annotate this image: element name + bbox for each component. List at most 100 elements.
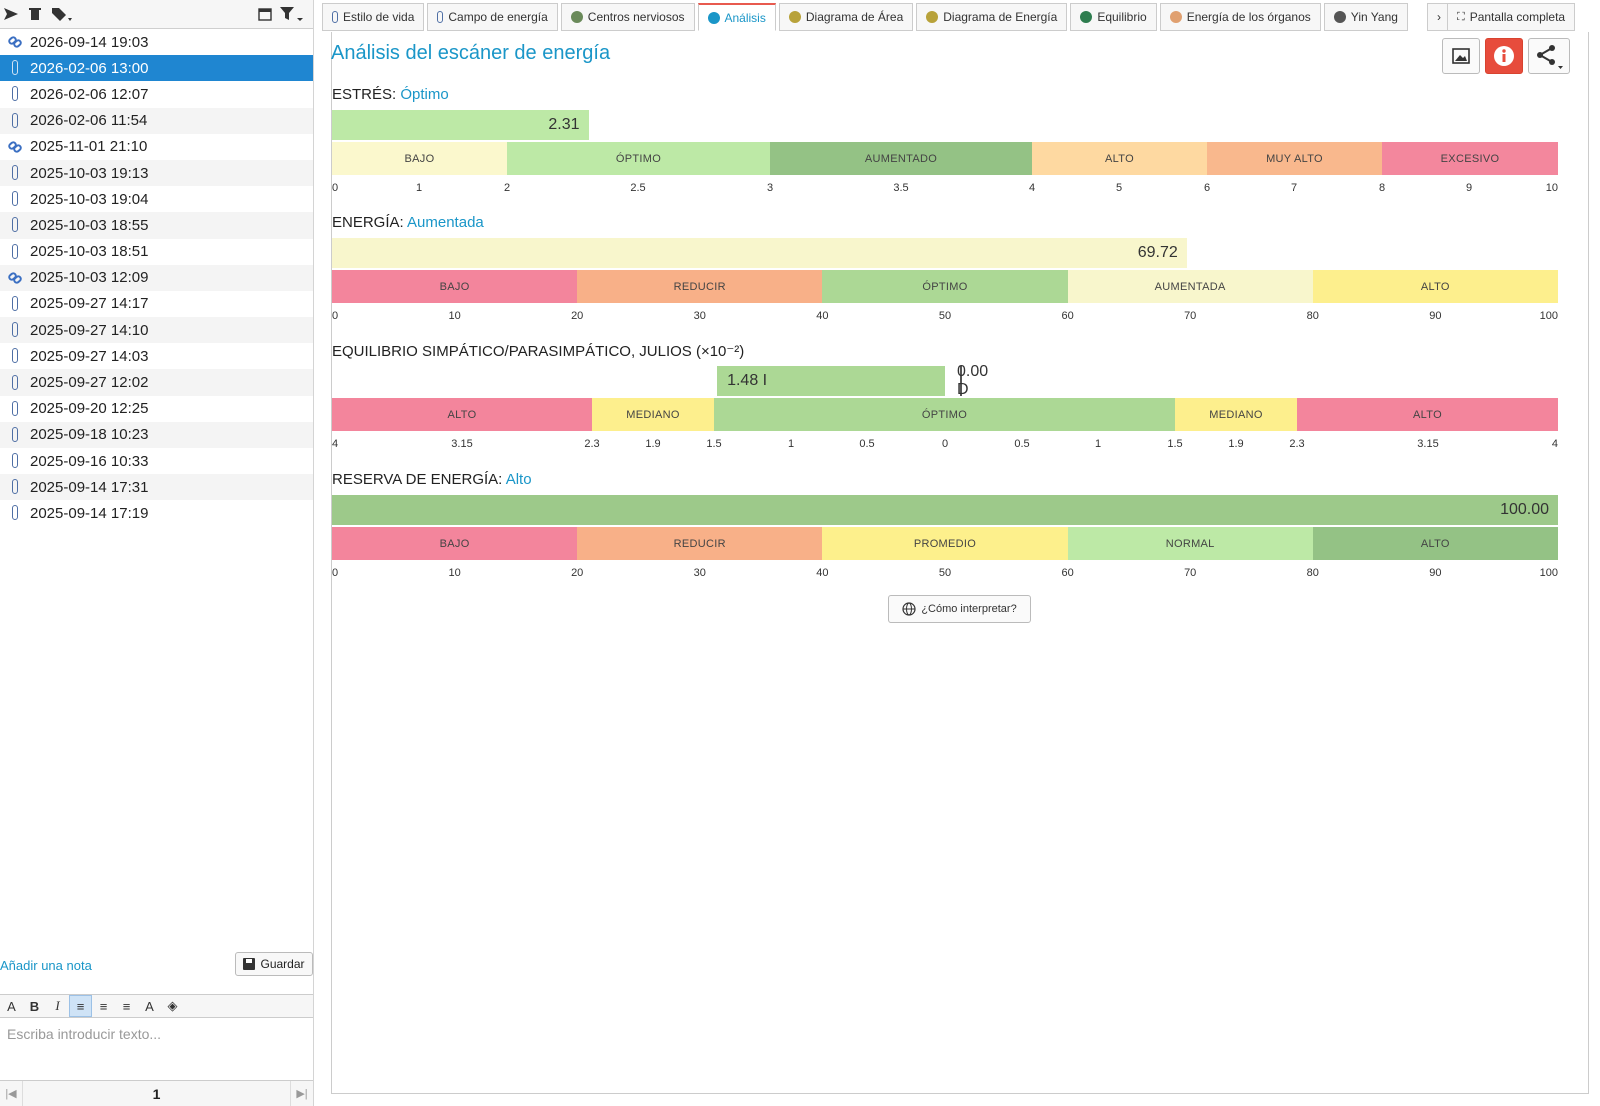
record-row[interactable]: 2025-09-27 12:02 bbox=[0, 369, 313, 396]
scale-segment: AUMENTADO bbox=[770, 142, 1032, 175]
note-editor[interactable]: Escriba introducir texto... bbox=[7, 1026, 162, 1042]
record-row[interactable]: 2026-09-14 19:03 bbox=[0, 29, 313, 56]
tick-label: 50 bbox=[938, 567, 952, 579]
tab-bar: Estilo de vida Campo de energía Centros ne… bbox=[322, 3, 1600, 32]
scale-icon bbox=[1080, 11, 1093, 23]
record-row[interactable]: 2025-11-01 21:10 bbox=[0, 133, 313, 160]
fullscreen-label: Pantalla completa bbox=[1469, 10, 1566, 24]
record-row[interactable]: 2025-09-18 10:23 bbox=[0, 421, 313, 448]
energy-section: ENERGÍA: Aumentada 69.72 BAJO REDUCIR ÓPTI… bbox=[332, 214, 1588, 322]
tab-0[interactable]: Estilo de vida bbox=[322, 3, 425, 31]
paperclip-icon bbox=[7, 217, 23, 233]
globe-icon bbox=[902, 602, 916, 616]
tick-label: 3.5 bbox=[893, 182, 909, 194]
align-right-icon[interactable]: ≡ bbox=[122, 998, 131, 1014]
paperclip-icon bbox=[7, 295, 23, 312]
page-number: 1 bbox=[152, 1085, 161, 1102]
align-left-icon[interactable]: ≡ bbox=[69, 995, 92, 1017]
record-row[interactable]: 2026-02-06 11:54 bbox=[0, 107, 313, 134]
filter-icon[interactable] bbox=[278, 5, 306, 23]
reserve-header: RESERVA DE ENERGÍA: Alto bbox=[332, 471, 1588, 491]
tab-6[interactable]: Equilibrio bbox=[1070, 3, 1157, 31]
tag-icon[interactable] bbox=[50, 5, 76, 23]
tab-label: Equilibrio bbox=[1097, 10, 1147, 24]
scale-segment: BAJO bbox=[332, 142, 507, 175]
scale-segment: ALTO bbox=[1032, 142, 1207, 175]
fill-color-icon[interactable]: ◈ bbox=[167, 998, 178, 1013]
record-row[interactable]: 2025-09-20 12:25 bbox=[0, 395, 313, 422]
paperclip-icon bbox=[7, 165, 23, 181]
tick-label: 1 bbox=[787, 438, 795, 450]
balance-left-value: 1.48 I bbox=[727, 372, 768, 389]
scale-segment: ÓPTIMO bbox=[714, 398, 1175, 431]
tab-4[interactable]: Diagrama de Área bbox=[778, 3, 914, 31]
save-button[interactable]: Guardar bbox=[235, 952, 313, 976]
record-row[interactable]: 2025-10-03 19:04 bbox=[0, 186, 313, 213]
bold-icon[interactable]: B bbox=[29, 998, 40, 1014]
share-button[interactable] bbox=[1528, 38, 1570, 74]
reserve-section: RESERVA DE ENERGÍA: Alto 100.00 BAJO REDU… bbox=[332, 471, 1588, 579]
tick-label: 6 bbox=[1203, 182, 1211, 194]
tick-label: 8 bbox=[1378, 182, 1386, 194]
record-row[interactable]: 2025-10-03 12:09 bbox=[0, 264, 313, 291]
tab-2[interactable]: Centros nerviosos bbox=[560, 3, 695, 31]
interpret-label: ¿Cómo interpretar? bbox=[921, 603, 1017, 615]
tab-3[interactable]: Análisis bbox=[697, 3, 776, 31]
tick-label: 0 bbox=[332, 310, 339, 322]
tick-label: 1.9 bbox=[645, 438, 661, 450]
first-page-icon[interactable]: |◀ bbox=[0, 1080, 23, 1106]
clear-format-icon[interactable]: A bbox=[7, 998, 16, 1014]
calendar-icon[interactable] bbox=[256, 5, 274, 23]
balance-header: EQUILIBRIO SIMPÁTICO/PARASIMPÁTICO, JULI… bbox=[332, 342, 1588, 362]
record-date: 2025-10-03 18:55 bbox=[30, 216, 149, 234]
font-color-icon[interactable]: A bbox=[145, 998, 154, 1014]
align-center-icon[interactable]: ≡ bbox=[99, 998, 108, 1014]
trash-icon[interactable] bbox=[26, 5, 44, 23]
reserve-value: 100.00 bbox=[1500, 501, 1549, 518]
tab-7[interactable]: Energía de los órganos bbox=[1159, 3, 1321, 31]
scale-segment: ALTO bbox=[1312, 527, 1558, 560]
scale-segment: ALTO bbox=[1312, 270, 1558, 303]
stress-ticks: 0 1 2 2.5 3 3.5 4 5 6 7 8 9 10 bbox=[332, 182, 1588, 196]
link-icon bbox=[6, 34, 24, 50]
record-row[interactable]: 2025-09-14 17:31 bbox=[0, 474, 313, 501]
record-date: 2026-02-06 11:54 bbox=[30, 112, 148, 130]
send-icon[interactable] bbox=[2, 5, 20, 23]
record-date: 2025-09-16 10:33 bbox=[30, 452, 149, 470]
tab-8[interactable]: Yin Yang bbox=[1323, 3, 1408, 31]
record-row[interactable]: 2025-10-03 18:55 bbox=[0, 212, 313, 239]
record-row[interactable]: 2025-09-14 17:19 bbox=[0, 500, 313, 527]
tick-label: 0 bbox=[941, 438, 949, 450]
record-row[interactable]: 2025-09-16 10:33 bbox=[0, 448, 313, 475]
record-row[interactable]: 2025-09-27 14:03 bbox=[0, 343, 313, 370]
record-row[interactable]: 2025-09-27 14:10 bbox=[0, 317, 313, 344]
add-note-link[interactable]: Añadir una nota bbox=[0, 958, 92, 973]
energy-header: ENERGÍA: Aumentada bbox=[332, 214, 1588, 234]
record-date: 2025-09-27 14:10 bbox=[30, 321, 149, 339]
record-row[interactable]: 2025-10-03 19:13 bbox=[0, 159, 313, 187]
energy-ticks: 0 10 20 30 40 50 60 70 80 90 100 bbox=[332, 310, 1588, 324]
paperclip-icon bbox=[7, 191, 23, 207]
stress-label: ESTRÉS: bbox=[332, 86, 397, 103]
paperclip-icon bbox=[7, 322, 23, 338]
share-icon bbox=[1537, 45, 1563, 69]
tab-1[interactable]: Campo de energía bbox=[427, 3, 558, 31]
record-row[interactable]: 2025-10-03 18:51 bbox=[0, 238, 313, 265]
info-button[interactable] bbox=[1485, 38, 1523, 74]
interpret-button[interactable]: ¿Cómo interpretar? bbox=[888, 595, 1031, 623]
balance-label: EQUILIBRIO SIMPÁTICO/PARASIMPÁTICO, JULI… bbox=[332, 343, 745, 360]
image-button[interactable] bbox=[1442, 38, 1480, 74]
last-page-icon[interactable]: ▶| bbox=[290, 1080, 313, 1106]
tick-label: 4 bbox=[1028, 182, 1036, 194]
italic-icon[interactable]: I bbox=[55, 998, 60, 1013]
tab-5[interactable]: Diagrama de Energía bbox=[916, 3, 1068, 31]
stress-value: 2.31 bbox=[548, 116, 580, 133]
record-row[interactable]: 2026-02-06 12:07 bbox=[0, 81, 313, 108]
scale-segment: NORMAL bbox=[1067, 527, 1313, 560]
record-row[interactable]: 2026-02-06 13:00 bbox=[0, 55, 313, 82]
scale-segment: MUY ALTO bbox=[1207, 142, 1382, 175]
tick-label: 70 bbox=[1184, 567, 1197, 579]
fullscreen-button[interactable]: ⛶ Pantalla completa bbox=[1447, 3, 1576, 31]
record-row[interactable]: 2025-09-27 14:17 bbox=[0, 290, 313, 318]
